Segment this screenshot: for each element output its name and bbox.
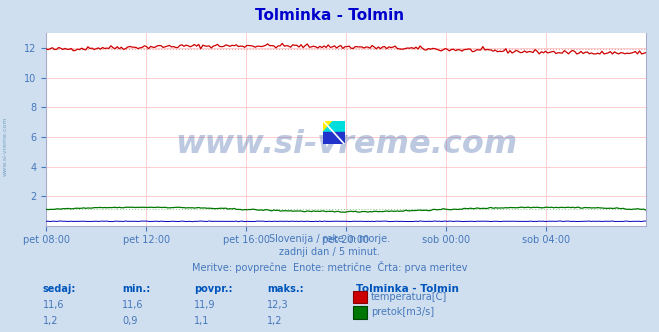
Text: 12,3: 12,3 — [267, 300, 289, 310]
Text: 0,9: 0,9 — [122, 316, 137, 326]
Text: sedaj:: sedaj: — [43, 284, 76, 294]
Polygon shape — [323, 121, 345, 132]
Text: 11,6: 11,6 — [122, 300, 144, 310]
Polygon shape — [323, 132, 345, 144]
Text: 1,2: 1,2 — [267, 316, 283, 326]
Text: maks.:: maks.: — [267, 284, 304, 294]
Text: Tolminka - Tolmin: Tolminka - Tolmin — [255, 8, 404, 23]
Text: 1,1: 1,1 — [194, 316, 210, 326]
Polygon shape — [323, 121, 334, 132]
Text: pretok[m3/s]: pretok[m3/s] — [371, 307, 434, 317]
Text: Tolminka - Tolmin: Tolminka - Tolmin — [356, 284, 459, 294]
Text: temperatura[C]: temperatura[C] — [371, 292, 447, 302]
Text: www.si-vreme.com: www.si-vreme.com — [3, 116, 8, 176]
Text: www.si-vreme.com: www.si-vreme.com — [175, 129, 517, 160]
Text: min.:: min.: — [122, 284, 150, 294]
Text: 11,6: 11,6 — [43, 300, 65, 310]
Text: 11,9: 11,9 — [194, 300, 216, 310]
Text: 1,2: 1,2 — [43, 316, 59, 326]
Text: zadnji dan / 5 minut.: zadnji dan / 5 minut. — [279, 247, 380, 257]
Text: Slovenija / reke in morje.: Slovenija / reke in morje. — [269, 234, 390, 244]
Text: Meritve: povprečne  Enote: metrične  Črta: prva meritev: Meritve: povprečne Enote: metrične Črta:… — [192, 261, 467, 273]
Text: povpr.:: povpr.: — [194, 284, 233, 294]
